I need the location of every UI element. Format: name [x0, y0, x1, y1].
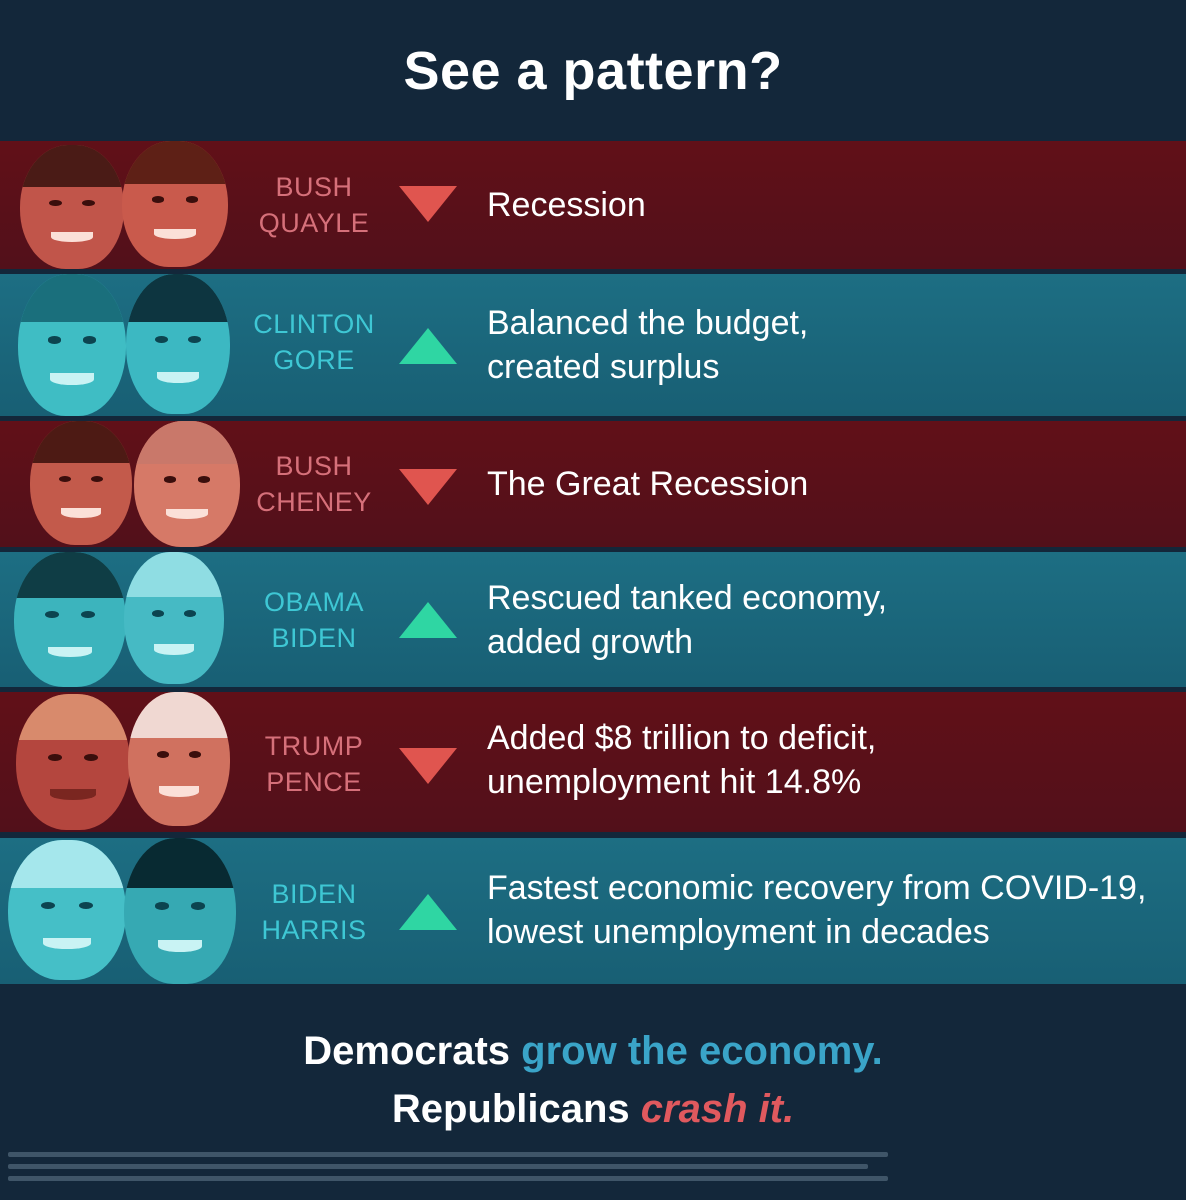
result-line: Rescued tanked economy,	[487, 579, 888, 617]
vice-president-name: GORE	[273, 345, 355, 375]
result-line: Added $8 trillion to deficit,	[487, 719, 877, 757]
portrait	[16, 694, 130, 830]
candidate-names: BUSH QUAYLE	[248, 169, 380, 241]
president-name: BUSH	[275, 451, 353, 481]
candidate-portraits	[0, 274, 260, 416]
result-line: Fastest economic recovery from COVID-19,	[487, 869, 1147, 907]
economic-result: The Great Recession	[487, 462, 808, 506]
result-line: unemployment hit 14.8%	[487, 763, 862, 801]
portrait	[14, 552, 126, 687]
portrait	[134, 421, 240, 547]
down-triangle-icon	[396, 746, 460, 786]
ticket-row: BUSH QUAYLE Recession	[0, 141, 1186, 269]
result-line: created surplus	[487, 348, 720, 386]
result-line: The Great Recession	[487, 465, 809, 503]
tagline-claim: crash it.	[640, 1087, 795, 1131]
candidate-portraits	[0, 421, 260, 547]
result-line: lowest unemployment in decades	[487, 913, 990, 951]
ticket-row: OBAMA BIDEN Rescued tanked economy, adde…	[0, 552, 1186, 687]
president-name: BUSH	[275, 172, 353, 202]
candidate-portraits	[0, 692, 260, 832]
candidate-names: CLINTON GORE	[248, 306, 380, 378]
president-name: CLINTON	[253, 309, 375, 339]
tagline-claim: grow the economy.	[521, 1029, 883, 1073]
ticket-row: BIDEN HARRIS Fastest economic recovery f…	[0, 838, 1186, 984]
economic-result: Fastest economic recovery from COVID-19,…	[487, 866, 1146, 954]
vice-president-name: BIDEN	[271, 623, 357, 653]
economic-result: Balanced the budget, created surplus	[487, 301, 808, 389]
page-title: See a pattern?	[403, 41, 783, 101]
result-line: added growth	[487, 623, 694, 661]
candidate-names: BIDEN HARRIS	[248, 876, 380, 948]
tagline-subject: Democrats	[303, 1029, 511, 1073]
vice-president-name: HARRIS	[261, 915, 367, 945]
candidate-portraits	[0, 838, 260, 984]
ticket-row: BUSH CHENEY The Great Recession	[0, 421, 1186, 547]
president-name: TRUMP	[264, 731, 364, 761]
tagline-subject: Republicans	[391, 1087, 630, 1131]
vice-president-name: CHENEY	[256, 487, 372, 517]
economic-result: Rescued tanked economy, added growth	[487, 576, 887, 664]
result-line: Recession	[487, 186, 646, 224]
portrait	[126, 274, 230, 414]
portrait	[20, 145, 124, 269]
result-line: Balanced the budget,	[487, 304, 809, 342]
portrait	[8, 840, 126, 980]
economic-result: Recession	[487, 183, 646, 227]
tagline-line-1: Democrats grow the economy.	[0, 1028, 1186, 1074]
vice-president-name: QUAYLE	[258, 208, 370, 238]
candidate-portraits	[0, 552, 260, 687]
candidate-names: OBAMA BIDEN	[248, 584, 380, 656]
down-triangle-icon	[396, 184, 460, 224]
ticket-row: CLINTON GORE Balanced the budget, create…	[0, 274, 1186, 416]
candidate-names: BUSH CHENEY	[248, 448, 380, 520]
vice-president-name: PENCE	[266, 767, 362, 797]
portrait	[122, 141, 228, 267]
ticket-row: TRUMP PENCE Added $8 trillion to deficit…	[0, 692, 1186, 832]
portrait	[124, 838, 236, 984]
president-name: BIDEN	[271, 879, 357, 909]
portrait	[124, 552, 224, 684]
source-fine-print	[8, 1152, 888, 1181]
tagline-line-2: Republicans crash it.	[0, 1086, 1186, 1132]
economic-result: Added $8 trillion to deficit, unemployme…	[487, 716, 876, 804]
president-name: OBAMA	[263, 587, 365, 617]
candidate-names: TRUMP PENCE	[248, 728, 380, 800]
portrait	[30, 421, 132, 545]
portrait	[128, 692, 230, 826]
up-triangle-icon	[396, 326, 460, 366]
candidate-portraits	[0, 141, 260, 269]
up-triangle-icon	[396, 892, 460, 932]
up-triangle-icon	[396, 600, 460, 640]
down-triangle-icon	[396, 467, 460, 507]
portrait	[18, 274, 126, 416]
